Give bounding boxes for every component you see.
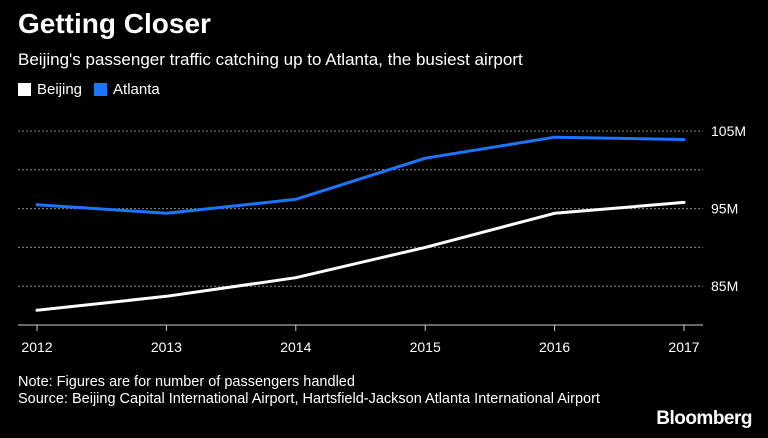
note-text: Note: Figures are for number of passenge… (18, 374, 355, 390)
footnotes: Note: Figures are for number of passenge… (18, 374, 658, 408)
chart-subtitle: Beijing's passenger traffic catching up … (18, 50, 523, 69)
legend: Beijing Atlanta (18, 81, 172, 98)
legend-swatch-beijing (18, 83, 31, 96)
legend-label-beijing: Beijing (37, 81, 83, 98)
series-line-atlanta (35, 135, 686, 215)
x-tick-label-2015: 2015 (410, 339, 441, 355)
legend-item-beijing: Beijing (18, 81, 82, 98)
source-text: Source: Beijing Capital International Ai… (18, 391, 600, 407)
chart-title: Getting Closer (18, 8, 211, 39)
x-tick-label-2012: 2012 (21, 339, 52, 355)
y-tick-label-85: 85M (711, 278, 738, 294)
x-tick-label-2017: 2017 (668, 339, 699, 355)
bloomberg-logo: Bloomberg (656, 408, 752, 429)
x-tick-label-2016: 2016 (539, 339, 570, 355)
series-line-beijing (35, 200, 686, 312)
legend-swatch-atlanta (94, 83, 108, 96)
y-tick-label-105: 105M (711, 123, 746, 139)
legend-item-atlanta: Atlanta (94, 81, 160, 98)
x-tick-label-2014: 2014 (280, 339, 311, 355)
x-tick-label-2013: 2013 (151, 339, 182, 355)
legend-label-atlanta: Atlanta (113, 81, 160, 98)
y-tick-label-95: 95M (711, 201, 738, 217)
